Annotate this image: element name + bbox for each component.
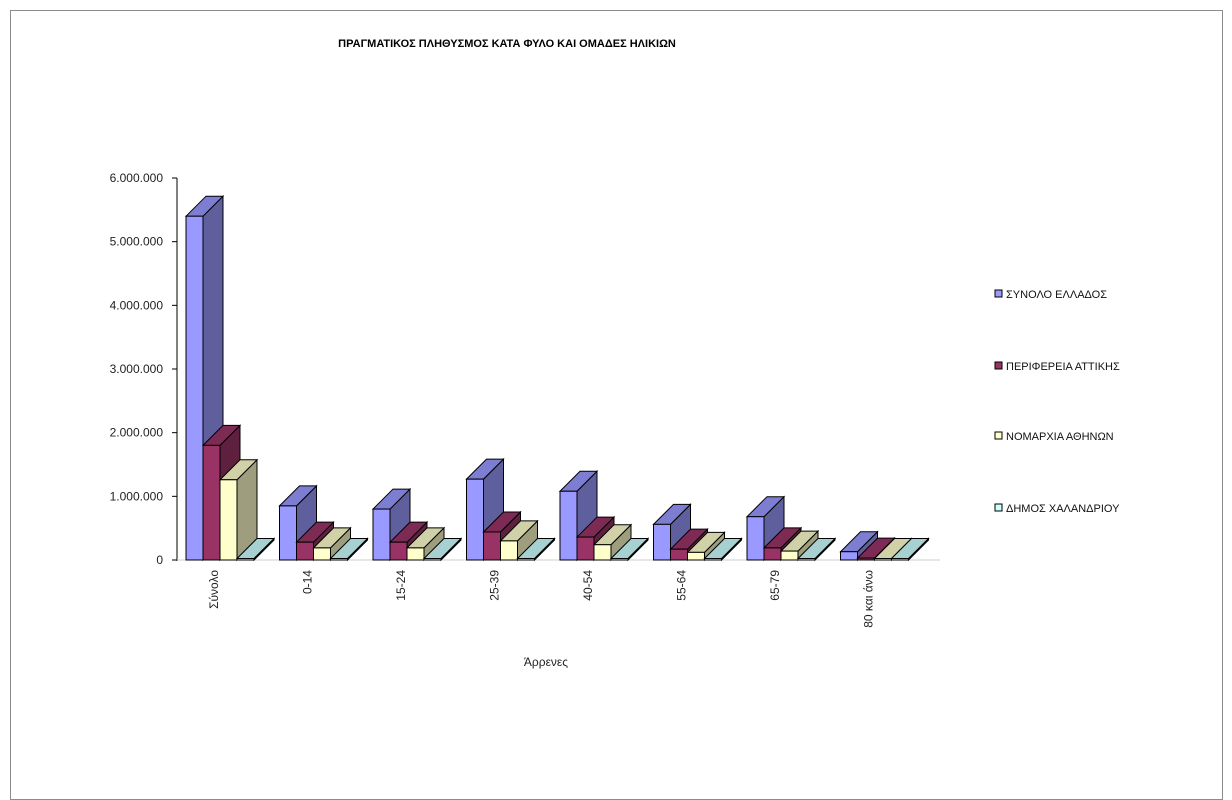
legend: ΣΥΝΟΛΟ ΕΛΛΑΔΟΣ ΠΕΡΙΦΕΡΕΙΑ ΑΤΤΙΚΗΣ ΝΟΜΑΡΧΙΑ…	[994, 289, 1120, 515]
legend-swatch	[994, 503, 1003, 512]
bar	[329, 537, 369, 562]
y-tick-label: 2.000.000	[110, 426, 164, 440]
bar-front	[891, 558, 909, 561]
bar-front	[236, 558, 255, 561]
bar-front	[780, 550, 799, 561]
x-axis-label: Άρρενες	[524, 655, 568, 669]
bar-front	[593, 544, 612, 561]
bar-front	[797, 558, 816, 561]
bar-front	[610, 558, 629, 561]
x-tick-label: 80 και άνω	[862, 570, 876, 628]
bar	[235, 537, 276, 562]
x-tick-label: 55-64	[675, 570, 689, 601]
legend-label: ΔΗΜΟΣ ΧΑΛΑΝΔΡΙΟΥ	[1006, 503, 1120, 515]
bar	[796, 537, 837, 562]
legend-label: ΝΟΜΑΡΧΙΑ ΑΘΗΝΩΝ	[1006, 431, 1114, 443]
bar	[703, 537, 743, 562]
legend-item: ΣΥΝΟΛΟ ΕΛΛΑΔΟΣ	[994, 289, 1107, 301]
legend-label: ΣΥΝΟΛΟ ΕΛΛΑΔΟΣ	[1006, 289, 1107, 301]
bar-front	[653, 523, 671, 561]
y-tick-label: 5.000.000	[110, 235, 164, 249]
bar	[890, 537, 930, 562]
bar	[312, 526, 352, 562]
bar-front	[372, 508, 391, 561]
y-tick-label: 6.000.000	[110, 171, 164, 185]
bar-front	[517, 558, 535, 561]
x-axis: Σύνολο 0-14 15-24 25-39 40-54 55-64 65-79 80 κα…	[207, 570, 876, 628]
bar-front	[840, 551, 858, 561]
y-axis: 0 1.000.000 2.000.000 3.000.000 4.000.000 5.0…	[110, 171, 940, 567]
y-tick-label: 4.000.000	[110, 298, 164, 312]
x-tick-label: 40-54	[581, 570, 595, 601]
bar	[218, 458, 259, 562]
bar-front	[483, 531, 501, 561]
bar-front	[670, 548, 688, 561]
bar-front	[279, 505, 297, 561]
bar-front	[500, 540, 518, 561]
bar-front	[406, 547, 425, 561]
bar-front	[202, 444, 221, 561]
bar-front	[185, 215, 204, 561]
bar	[516, 537, 556, 562]
bar-front	[330, 558, 348, 561]
legend-item: ΔΗΜΟΣ ΧΑΛΑΝΔΡΙΟΥ	[994, 503, 1120, 515]
legend-swatch	[994, 431, 1003, 440]
x-tick-label: Σύνολο	[207, 570, 221, 609]
bar-front	[423, 558, 442, 561]
legend-swatch	[994, 361, 1003, 370]
bar-front	[296, 541, 314, 561]
bar	[405, 526, 446, 562]
bar-front	[389, 541, 408, 561]
legend-item: ΠΕΡΙΦΕΡΕΙΑ ΑΤΤΙΚΗΣ	[994, 361, 1120, 373]
x-tick-label: 0-14	[301, 570, 315, 594]
bars	[184, 194, 930, 562]
bar-front	[559, 490, 578, 561]
bar	[422, 537, 463, 562]
bar-front	[219, 479, 238, 561]
y-tick-label: 0	[156, 553, 163, 567]
bar-front	[313, 547, 331, 561]
legend-swatch	[994, 289, 1003, 298]
bar-front	[763, 547, 782, 561]
bar-front	[746, 516, 765, 561]
y-tick-label: 1.000.000	[110, 489, 164, 503]
chart-title: ΠΡΑΓΜΑΤΙΚΟΣ ΠΛΗΘΥΣΜΟΣ ΚΑΤΑ ΦΥΛΟ ΚΑΙ ΟΜΑΔ…	[338, 38, 676, 50]
x-tick-label: 25-39	[488, 570, 502, 601]
x-tick-label: 65-79	[768, 570, 782, 601]
bar-front	[857, 557, 875, 561]
bar-front	[874, 558, 892, 561]
bar-front	[576, 536, 595, 561]
legend-label: ΠΕΡΙΦΕΡΕΙΑ ΑΤΤΙΚΗΣ	[1006, 361, 1120, 373]
bar-front	[466, 478, 484, 561]
bar-front	[687, 551, 705, 561]
bar-front	[704, 558, 722, 561]
x-tick-label: 15-24	[394, 570, 408, 601]
bar	[609, 537, 650, 562]
bar	[592, 523, 633, 562]
legend-item: ΝΟΜΑΡΧΙΑ ΑΘΗΝΩΝ	[994, 431, 1114, 443]
y-tick-label: 3.000.000	[110, 362, 164, 376]
bar	[499, 519, 539, 562]
